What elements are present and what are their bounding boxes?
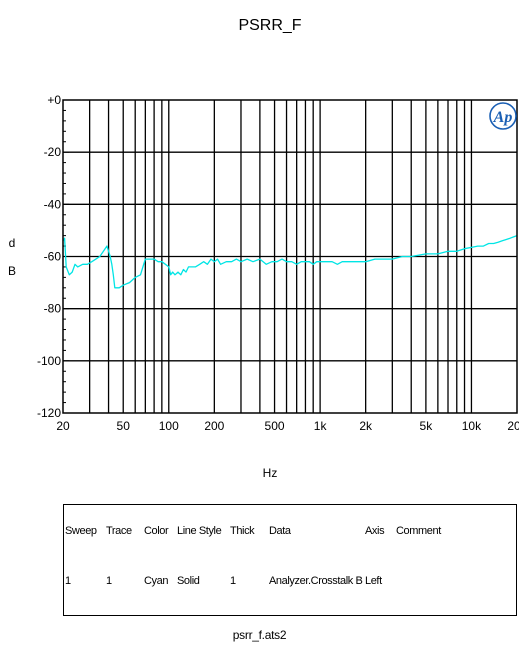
y-tick-label: -100 [37,354,61,368]
y-axis-label-line2: B [8,264,16,278]
x-tick-label: 1k [314,419,328,433]
y-tick-label: -80 [44,302,62,316]
legend-header-cell: Color [144,525,169,537]
y-tick-label: -60 [44,250,62,264]
plot-frame [62,99,518,414]
x-tick-label: 200 [204,419,224,433]
file-name: psrr_f.ats2 [232,628,287,642]
legend-cell: 1 [106,575,112,587]
legend-cell: 1 [65,575,71,587]
x-tick-label: 5k [420,419,434,433]
y-tick-label: -20 [44,145,62,159]
chart-title: PSRR_F [238,17,301,34]
series-line-1 [62,234,518,289]
x-axis-label: Hz [263,466,278,480]
series-layer [62,234,518,289]
legend-header-cell: Comment [396,525,441,537]
y-tick-label: -120 [37,406,61,420]
legend-header-cell: Thick [230,525,255,537]
x-tick-label: 50 [117,419,131,433]
y-tick-labels: +0 -20 -40 -60 -80 -100 -120 [37,93,61,420]
legend-table: Sweep Trace Color Line Style Thick Data Axis Co… [63,504,517,616]
x-tick-label: 10k [462,419,482,433]
legend-cell: 1 [230,575,236,587]
ap-logo-text: Ap [493,109,513,126]
legend-header-cell: Data [269,525,291,537]
legend-header-cell: Trace [106,525,132,537]
x-tick-labels: 20 50 100 200 500 1k 2k 5k 10k 20k [56,419,519,433]
y-tick-label: -40 [44,197,62,211]
legend-header-cell: Line Style [177,525,222,537]
x-tick-label: 100 [159,419,179,433]
x-tick-label: 20k [507,419,519,433]
y-axis-label: d B [8,236,16,278]
ap-logo: Ap [489,102,517,130]
x-tick-label: 500 [265,419,285,433]
legend-cell: Left [365,575,382,587]
legend-header-cell: Axis [365,525,385,537]
legend-header-cell: Sweep [65,525,97,537]
legend-cell: Cyan [144,575,169,587]
legend-cell: Solid [177,575,200,587]
y-axis-label-line1: d [9,236,16,250]
grid [63,99,517,414]
y-tick-label: +0 [47,93,61,107]
x-tick-label: 20 [56,419,70,433]
x-tick-label: 2k [359,419,373,433]
legend-cell: Analyzer.Crosstalk B [269,575,363,587]
